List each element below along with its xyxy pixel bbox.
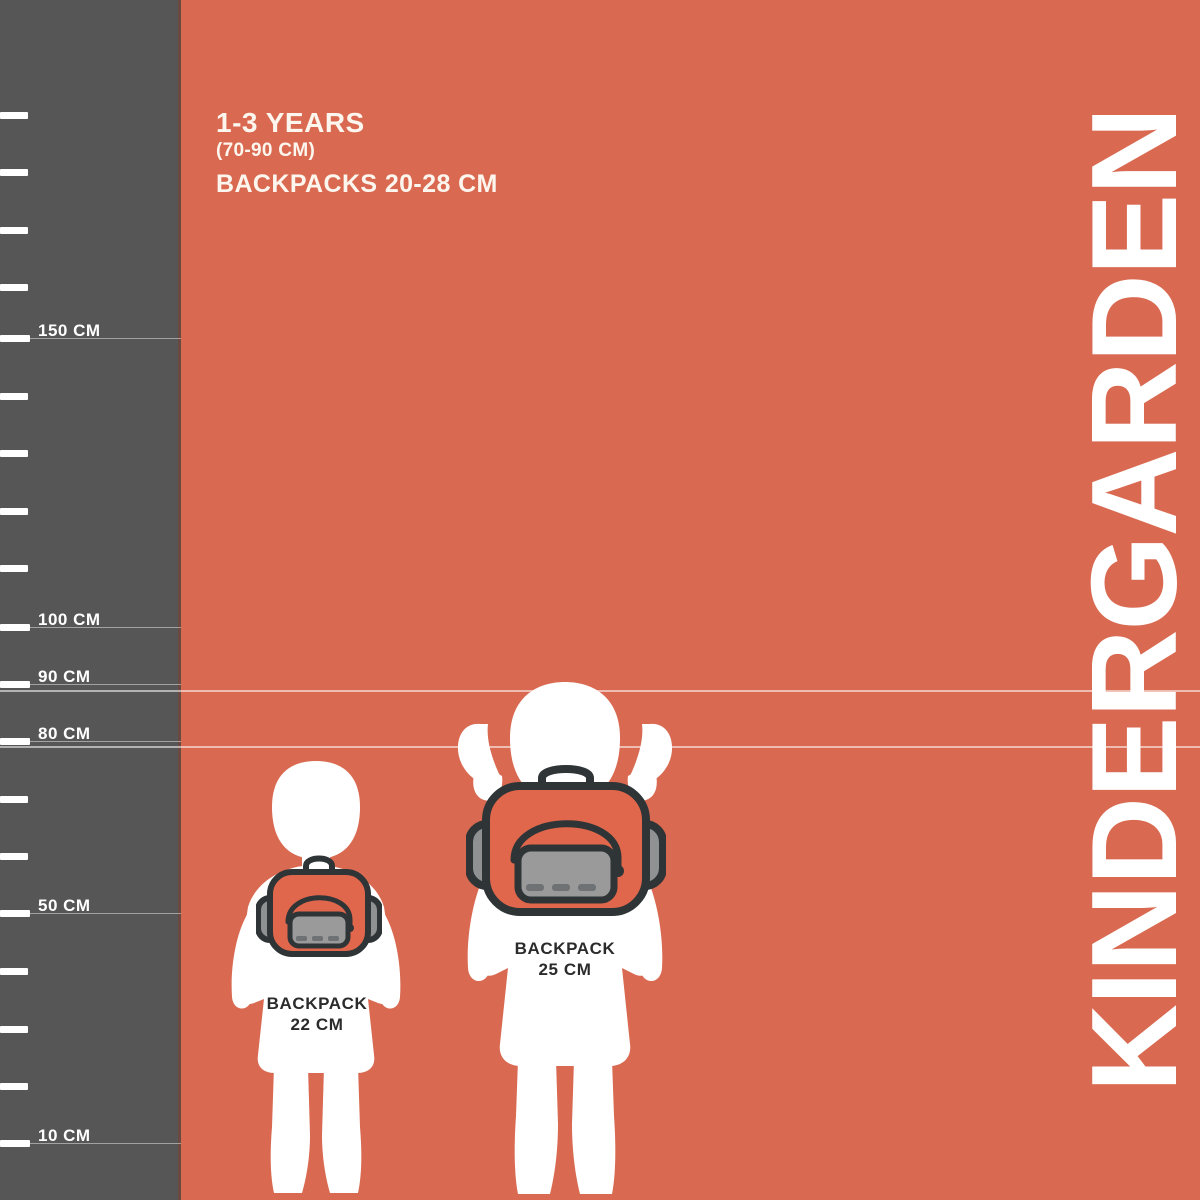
ruler-tick-minor xyxy=(0,112,28,119)
ruler-rule xyxy=(30,913,181,914)
girl-backpack-icon xyxy=(466,765,666,916)
ruler-tick-major xyxy=(0,910,30,917)
wordmark-text: KINDERGARDEN xyxy=(1066,107,1200,1093)
ruler-label-100: 100 CM xyxy=(38,610,101,629)
girl-backpack-label: BACKPACK xyxy=(514,939,616,958)
ruler-tick-major xyxy=(0,681,30,688)
ruler-tick-minor xyxy=(0,284,28,291)
ruler-tick-minor xyxy=(0,565,28,572)
ruler-tick-minor xyxy=(0,853,28,860)
ruler-rule xyxy=(30,1143,181,1144)
toddler-silhouette xyxy=(231,761,401,1193)
ruler-label-80: 80 CM xyxy=(38,724,91,743)
ruler-label-90: 90 CM xyxy=(38,667,91,686)
height-range-label: (70-90 CM) xyxy=(216,140,316,162)
kindergarden-wordmark: KINDERGARDEN xyxy=(1066,0,1200,1200)
toddler-backpack-size: 22 CM xyxy=(290,1015,344,1035)
ruler-tick-minor xyxy=(0,450,28,457)
ruler-rule xyxy=(30,684,181,685)
ruler-tick-minor xyxy=(0,393,28,400)
ruler-tick-minor xyxy=(0,1026,28,1033)
ruler-rule xyxy=(30,338,181,339)
ruler-tick-minor xyxy=(0,169,28,176)
girl-figure: BACKPACK 25 CM xyxy=(440,676,690,1200)
ruler-tick-minor xyxy=(0,968,28,975)
ruler-rule xyxy=(30,627,181,628)
ruler-label-150: 150 CM xyxy=(38,321,101,340)
ruler-tick-minor xyxy=(0,227,28,234)
header-block: 1-3 YEARS (70-90 CM) BACKPACKS 20-28 CM xyxy=(216,108,836,199)
ruler-tick-minor xyxy=(0,508,28,515)
ruler-tick-major xyxy=(0,1140,30,1147)
ruler-tick-minor xyxy=(0,1083,28,1090)
ruler-tick-minor xyxy=(0,796,28,803)
ruler-rule xyxy=(30,741,181,742)
ruler-label-10: 10 CM xyxy=(38,1126,91,1145)
toddler-backpack-caption: BACKPACK 22 CM xyxy=(212,993,422,1036)
toddler-backpack-label: BACKPACK xyxy=(266,994,368,1013)
ruler-label-50: 50 CM xyxy=(38,896,91,915)
girl-backpack-size: 25 CM xyxy=(538,960,592,980)
ruler-tick-major xyxy=(0,738,30,745)
height-guide-line xyxy=(0,690,1200,692)
ruler-tick-major xyxy=(0,335,30,342)
age-range-label: 1-3 YEARS xyxy=(216,107,365,138)
girl-backpack-caption: BACKPACK 25 CM xyxy=(440,938,690,981)
backpack-range-label: BACKPACKS 20-28 CM xyxy=(216,170,498,199)
toddler-backpack-icon xyxy=(256,855,382,957)
ruler-tick-major xyxy=(0,624,30,631)
toddler-figure: BACKPACK 22 CM xyxy=(212,755,422,1200)
height-ruler-panel xyxy=(0,0,181,1200)
